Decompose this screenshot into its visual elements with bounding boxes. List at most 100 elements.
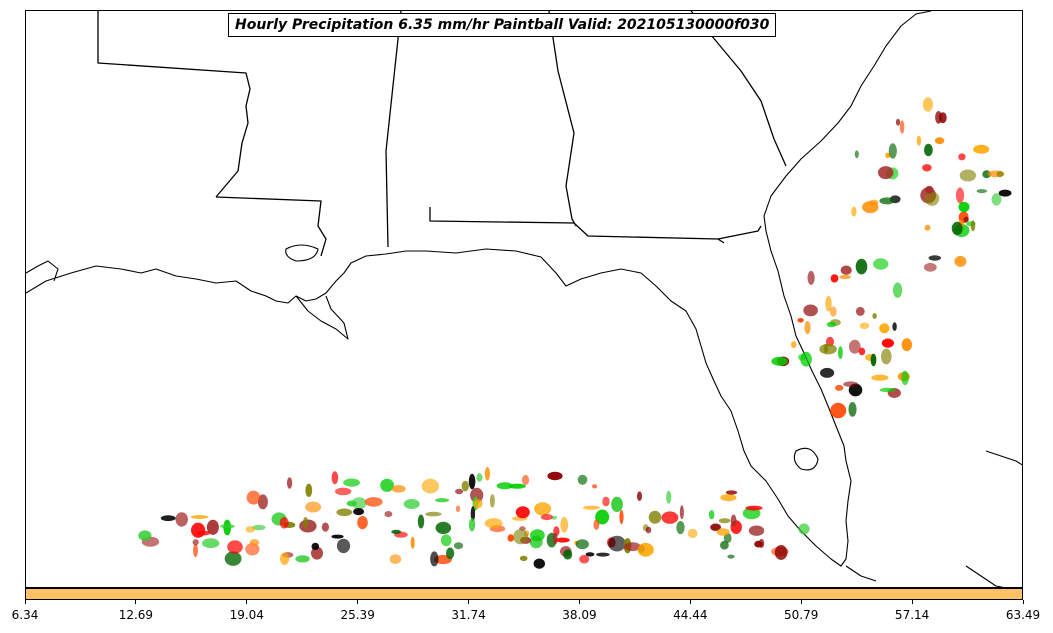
- precip-blob: [807, 270, 815, 285]
- precip-blob: [996, 171, 1004, 178]
- precip-blob: [849, 339, 861, 354]
- map-panel: [25, 10, 1023, 588]
- precip-blob: [835, 384, 844, 391]
- state-border-ga-fl: [717, 225, 762, 240]
- precip-blob: [336, 538, 351, 554]
- precip-blob: [303, 516, 308, 529]
- colorbar-tick-label: 12.69: [118, 608, 154, 622]
- precip-blob: [311, 542, 320, 551]
- precip-blob: [257, 494, 268, 510]
- precip-blob: [771, 356, 788, 366]
- colorbar-tick-mark: [24, 600, 26, 604]
- precip-blob: [928, 255, 942, 261]
- precip-blob: [364, 497, 383, 507]
- precip-blob: [830, 402, 847, 419]
- precip-blob: [848, 402, 857, 417]
- precip-blob: [745, 505, 763, 511]
- precip-blob: [954, 255, 967, 267]
- precip-blob: [455, 488, 464, 495]
- precip-blob: [725, 490, 738, 495]
- precip-blob: [973, 144, 990, 154]
- precip-blob: [335, 487, 352, 496]
- precip-blob: [551, 515, 558, 520]
- precip-blob: [934, 137, 945, 145]
- precip-blob: [916, 135, 922, 146]
- precip-blob: [870, 353, 877, 367]
- precip-blob: [820, 367, 835, 378]
- precip-blob: [287, 477, 293, 489]
- precip-blob: [249, 539, 260, 546]
- precip-blob: [854, 150, 859, 159]
- precip-blob: [519, 555, 528, 562]
- precip-blob: [924, 143, 933, 157]
- coast-cuba: [965, 565, 1004, 587]
- colorbar-tick-label: 57.14: [894, 608, 930, 622]
- precip-blob: [648, 510, 662, 524]
- precip-blob: [873, 258, 889, 270]
- precip-blob: [470, 506, 476, 522]
- state-border-la-ms: [215, 196, 327, 257]
- precip-blob: [331, 534, 344, 539]
- precip-blob: [708, 510, 715, 520]
- precip-blob: [595, 509, 610, 525]
- precip-blob: [899, 120, 905, 134]
- precip-blob: [924, 224, 931, 231]
- precip-blob: [193, 543, 198, 558]
- precip-blob: [295, 555, 310, 563]
- precip-blob: [175, 512, 188, 527]
- colorbar-tick-label: 19.04: [229, 608, 264, 622]
- precip-blob: [623, 542, 641, 552]
- precip-blob: [596, 552, 610, 557]
- precip-blob: [645, 526, 652, 534]
- precip-blob: [468, 518, 476, 532]
- precip-blob: [279, 517, 289, 529]
- precip-blob: [798, 523, 810, 535]
- precip-blob: [508, 483, 526, 489]
- colorbar-tick-mark: [357, 600, 359, 604]
- coast-lake-okeechobee: [793, 447, 819, 471]
- precip-blob: [687, 528, 698, 539]
- precip-blob: [803, 304, 818, 317]
- precip-blob: [190, 515, 209, 519]
- colorbar-tick-label: 44.44: [673, 608, 708, 622]
- precip-blob: [935, 111, 942, 124]
- precip-blob: [579, 554, 590, 564]
- precip-blob: [515, 506, 530, 519]
- precip-blob: [859, 322, 870, 330]
- precip-blob: [730, 514, 737, 527]
- precip-blob: [138, 530, 152, 541]
- precip-blob: [305, 501, 322, 513]
- state-border-ms-al: [385, 11, 402, 248]
- precip-blob: [826, 321, 837, 328]
- precip-blob: [879, 323, 890, 334]
- precip-blob: [351, 497, 367, 510]
- precip-blob: [577, 474, 588, 485]
- precip-blob: [410, 536, 415, 549]
- precip-blob: [879, 387, 896, 393]
- precip-blob: [280, 552, 290, 565]
- colorbar-tick-mark: [800, 600, 802, 604]
- precip-blob: [951, 221, 963, 235]
- precip-blob: [970, 220, 976, 232]
- colorbar: [25, 588, 1023, 600]
- precip-blob: [892, 322, 897, 331]
- precip-blob: [676, 521, 685, 535]
- precip-blob: [881, 348, 892, 365]
- precip-blob: [800, 351, 812, 367]
- precip-blob: [718, 518, 731, 524]
- precip-blob: [446, 547, 455, 560]
- precip-blob: [425, 511, 442, 517]
- precip-blob: [855, 258, 868, 275]
- precip-blob: [881, 338, 895, 348]
- precip-paintballs: [138, 97, 1012, 569]
- colorbar-tick-mark: [468, 600, 470, 604]
- precip-blob: [855, 306, 865, 316]
- precip-blob: [872, 313, 877, 319]
- precip-blob: [540, 514, 553, 521]
- precip-blob: [321, 522, 329, 532]
- precip-blob: [305, 483, 313, 497]
- precip-blob: [513, 529, 529, 545]
- precip-blob: [878, 166, 894, 180]
- state-border-fl-al: [429, 207, 725, 244]
